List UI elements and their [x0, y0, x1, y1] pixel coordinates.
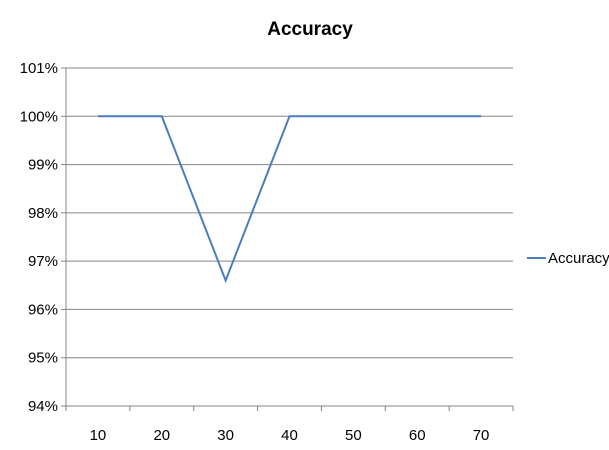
x-tick-label: 40	[281, 427, 298, 444]
y-tick-label: 97%	[28, 253, 58, 270]
axes	[65, 68, 513, 407]
y-tick-label: 96%	[28, 301, 58, 318]
legend-label: Accuracy	[548, 250, 609, 267]
series-line-accuracy	[97, 115, 482, 284]
y-tick-label: 94%	[28, 398, 58, 415]
x-tick-label: 60	[409, 427, 426, 444]
gridlines	[66, 67, 513, 359]
y-tick-label: 99%	[28, 157, 58, 174]
y-tick-label: 101%	[20, 60, 58, 77]
chart-title: Accuracy	[267, 19, 353, 40]
x-tick-label: 50	[345, 427, 362, 444]
x-tick-label: 20	[153, 427, 170, 444]
y-tick-label: 95%	[28, 350, 58, 367]
y-tick-label: 98%	[28, 205, 58, 222]
x-axis-ticks: 10 20 30 40 50 60 70	[65, 406, 514, 444]
y-tick-label: 100%	[20, 108, 58, 125]
y-axis-ticks: 94% 95% 96% 97% 98% 99% 100% 101%	[20, 60, 66, 415]
legend: Accuracy	[527, 250, 609, 267]
series-lines	[97, 115, 482, 284]
x-tick-label: 70	[473, 427, 490, 444]
x-tick-label: 10	[90, 427, 107, 444]
x-tick-label: 30	[217, 427, 234, 444]
